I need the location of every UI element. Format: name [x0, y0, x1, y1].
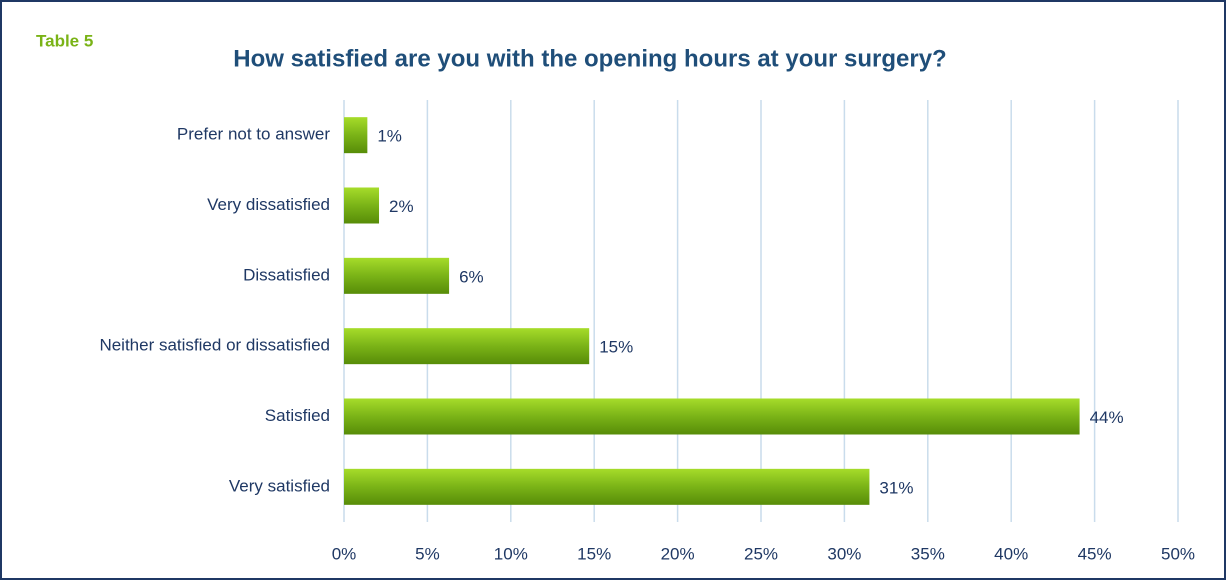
y-tick-label: Very satisfied: [229, 476, 330, 495]
chart-title: How satisfied are you with the opening h…: [233, 45, 946, 72]
x-tick-label: 35%: [911, 544, 945, 563]
y-tick-label: Prefer not to answer: [177, 125, 330, 144]
data-label: 31%: [879, 478, 913, 497]
bar: [344, 187, 380, 224]
data-label: 44%: [1090, 408, 1124, 427]
x-tick-label: 15%: [577, 544, 611, 563]
x-tick-label: 40%: [994, 544, 1028, 563]
y-tick-label: Very dissatisfied: [207, 195, 330, 214]
x-tick-label: 30%: [827, 544, 861, 563]
bar: [344, 468, 870, 505]
data-label: 2%: [389, 197, 414, 216]
bar: [344, 398, 1080, 435]
data-label: 6%: [459, 267, 484, 286]
x-tick-label: 10%: [494, 544, 528, 563]
x-tick-label: 45%: [1078, 544, 1112, 563]
bar: [344, 328, 590, 365]
bar: [344, 257, 450, 294]
data-label: 15%: [599, 338, 633, 357]
bar: [344, 117, 368, 154]
x-tick-label: 5%: [415, 544, 440, 563]
x-tick-label: 20%: [661, 544, 695, 563]
y-tick-label: Satisfied: [265, 406, 330, 425]
y-tick-label: Dissatisfied: [243, 265, 330, 284]
x-tick-label: 50%: [1161, 544, 1195, 563]
x-tick-label: 25%: [744, 544, 778, 563]
data-label: 1%: [377, 127, 402, 146]
table-label: Table 5: [36, 31, 93, 50]
y-tick-label: Neither satisfied or dissatisfied: [99, 336, 330, 355]
x-tick-label: 0%: [332, 544, 357, 563]
